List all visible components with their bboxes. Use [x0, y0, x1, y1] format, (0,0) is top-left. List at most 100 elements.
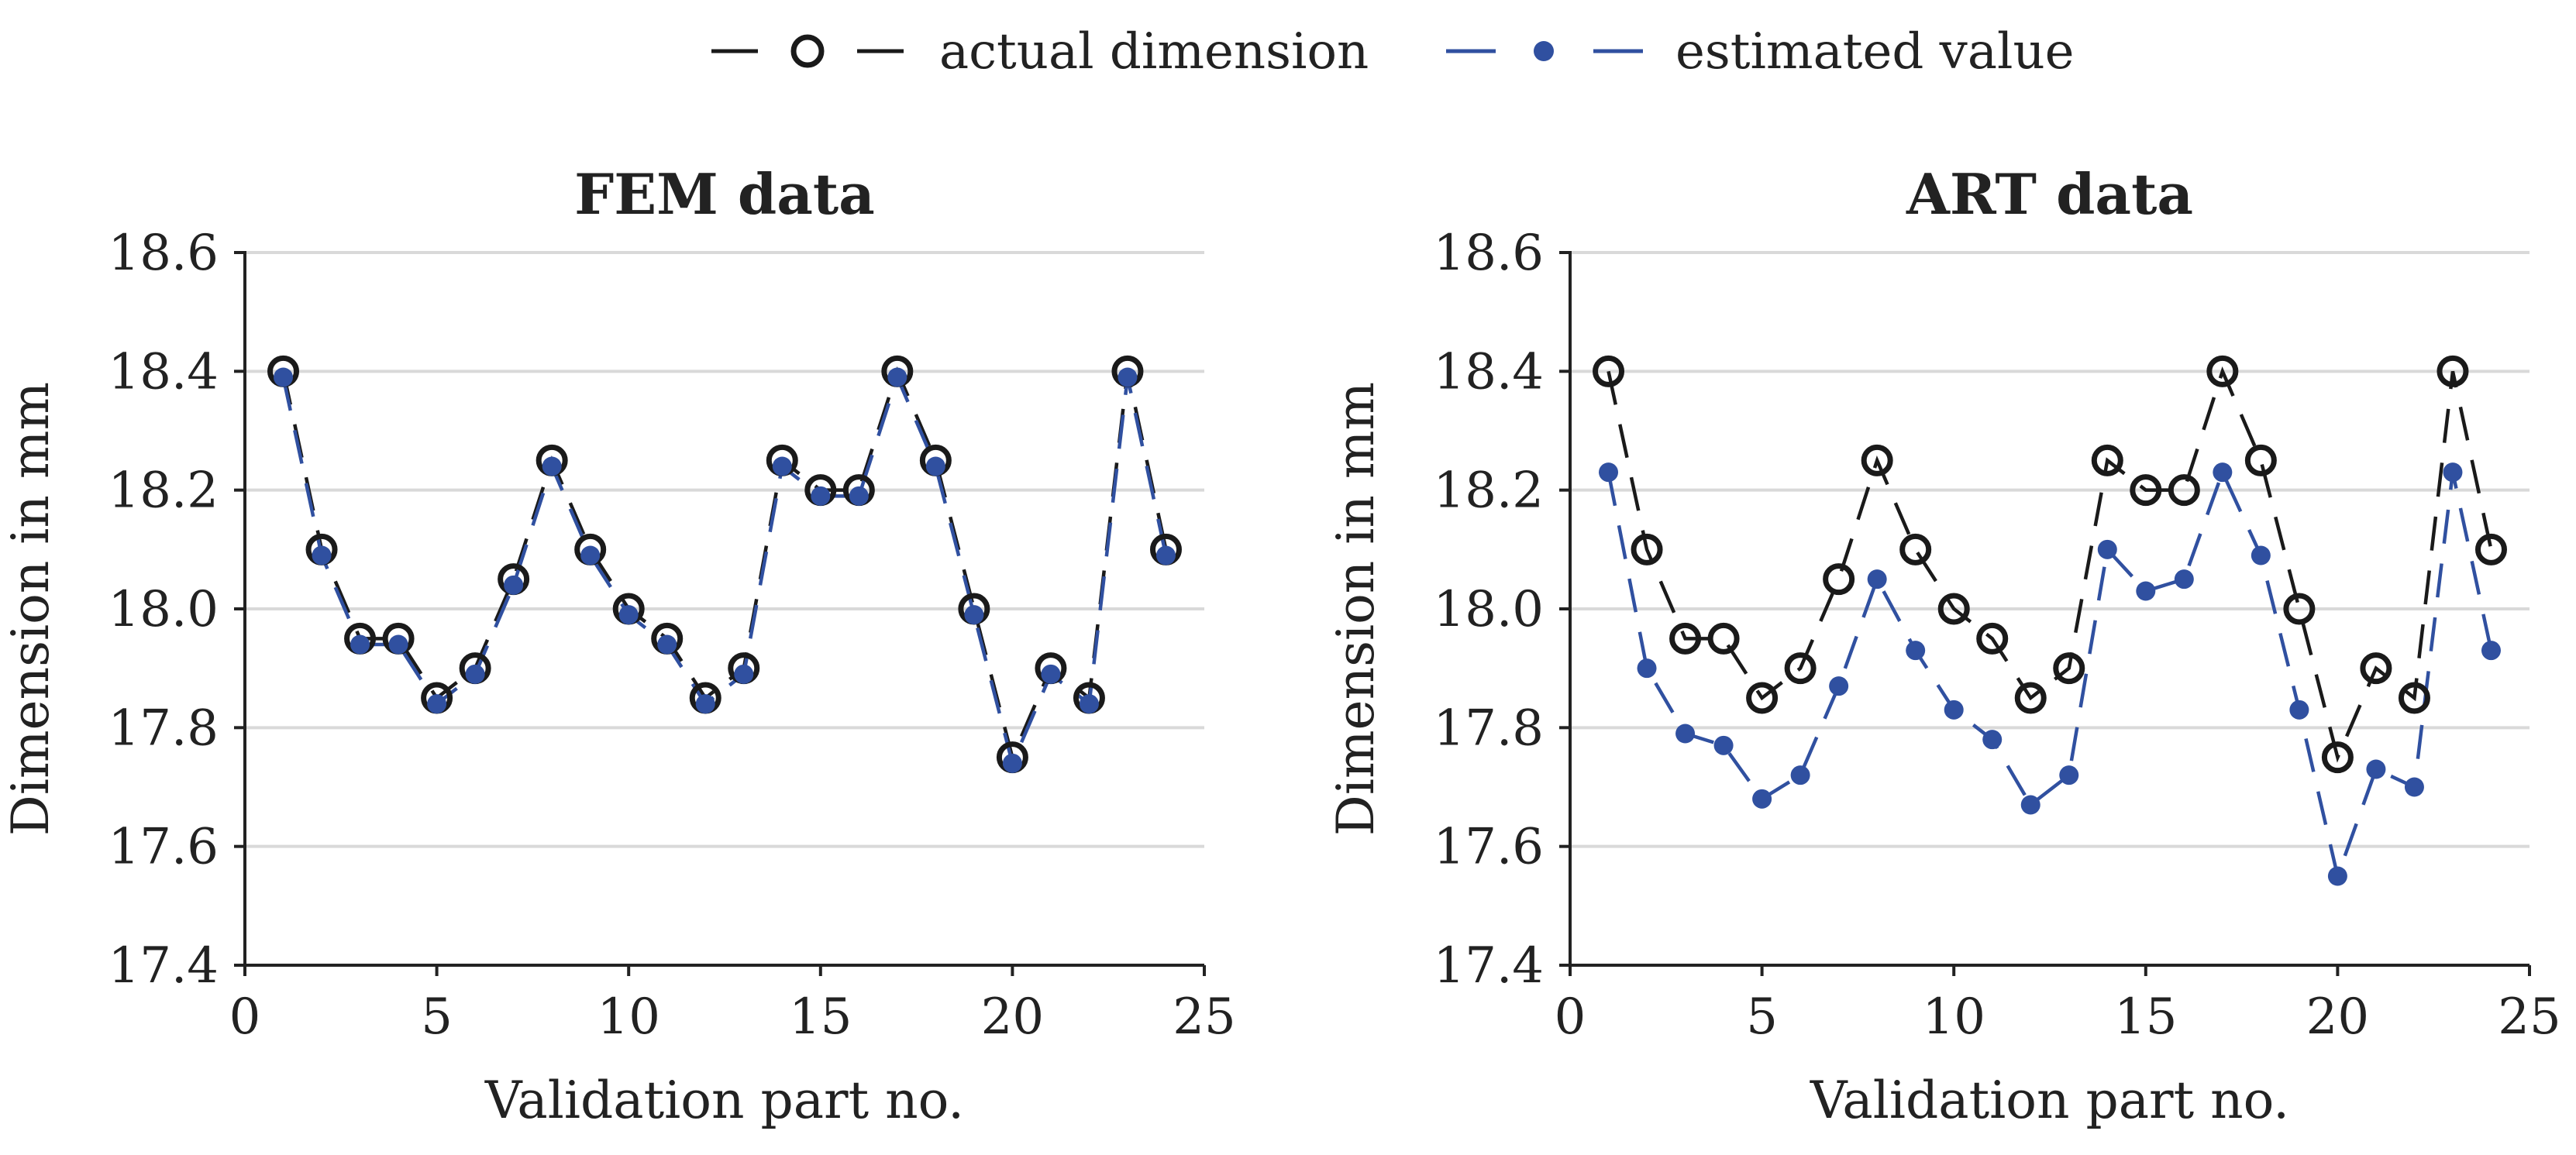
- fem-estimated-point-23: [1118, 367, 1138, 387]
- art-estimated-point-18: [2251, 545, 2271, 565]
- legend-estimated-label: estimated value: [1675, 23, 2075, 81]
- art-actual-point-15: [2130, 474, 2162, 507]
- fem-estimated-point-1: [274, 367, 294, 387]
- fem-estimated-point-17: [887, 367, 907, 387]
- art-estimated-point-2: [1637, 658, 1657, 679]
- art-y-tick-label-6: 18.6: [1434, 225, 1545, 282]
- art-actual-series-line: [1607, 366, 2493, 763]
- fem-actual-series-line: [281, 366, 1168, 763]
- art-y-axis-label: Dimension in mm: [1326, 382, 1386, 836]
- fem-y-tick-label-1: 17.6: [108, 819, 219, 876]
- fem-axes: [243, 251, 1204, 967]
- art-estimated-point-20: [2327, 866, 2347, 886]
- art-estimated-point-13: [2059, 765, 2079, 785]
- fem-y-tick-label-3: 18.0: [108, 581, 219, 638]
- art-estimated-point-6: [1790, 765, 1810, 785]
- fem-estimated-point-7: [504, 575, 524, 595]
- art-actual-point-23: [2437, 355, 2469, 387]
- fem-x-tick-label-1: 5: [421, 988, 453, 1046]
- fem-estimated-point-6: [465, 664, 485, 684]
- art-actual-point-19: [2283, 593, 2316, 625]
- fem-estimated-point-21: [1041, 664, 1061, 684]
- fem-estimated-point-20: [1002, 753, 1022, 773]
- art-y-tick-label-3: 18.0: [1434, 581, 1545, 638]
- fem-x-axis-label: Validation part no.: [484, 1071, 964, 1130]
- art-actual-point-20: [2321, 741, 2354, 774]
- art-axes: [1569, 251, 2530, 967]
- art-estimated-point-11: [1982, 730, 2003, 750]
- art-estimated-point-3: [1675, 724, 1696, 744]
- fem-estimated-point-18: [925, 456, 945, 476]
- art-y-tick-label-1: 17.6: [1434, 819, 1545, 876]
- art-estimated-point-10: [1944, 700, 1964, 720]
- art-actual-point-7: [1823, 563, 1855, 596]
- art-estimated-point-17: [2213, 462, 2233, 483]
- art-x-axis-label: Validation part no.: [1810, 1071, 2289, 1130]
- art-x-tick-label-1: 5: [1746, 988, 1778, 1046]
- art-y-tick-label-2: 17.8: [1434, 700, 1545, 757]
- art-estimated-point-14: [2097, 539, 2117, 559]
- fem-y-tick-label-6: 18.6: [108, 225, 219, 282]
- fem-x-tick-label-2: 10: [597, 988, 659, 1046]
- art-estimated-point-21: [2366, 759, 2386, 779]
- fem-x-tick-label-0: 0: [229, 988, 261, 1046]
- art-y-tick-label-0: 17.4: [1434, 937, 1545, 995]
- fem-estimated-point-14: [772, 456, 792, 476]
- art-actual-point-21: [2360, 652, 2392, 685]
- art-estimated-point-23: [2443, 462, 2463, 483]
- art-chart-title: ART data: [1906, 161, 2193, 227]
- fem-x-tick-label-4: 20: [981, 988, 1044, 1046]
- art-y-tick-label-5: 18.4: [1434, 343, 1545, 400]
- fem-estimated-point-24: [1155, 545, 1176, 565]
- fem-estimated-point-19: [964, 605, 984, 625]
- fem-estimated-point-15: [811, 486, 831, 506]
- art-x-tick-label-4: 20: [2306, 988, 2369, 1046]
- art-estimated-point-9: [1906, 641, 1926, 661]
- art-actual-point-1: [1593, 355, 1625, 387]
- legend-actual-marker: [790, 34, 825, 68]
- fem-y-tick-label-0: 17.4: [108, 937, 219, 995]
- art-actual-point-12: [2014, 682, 2047, 714]
- art-actual-point-22: [2398, 682, 2430, 714]
- art-x-tick-label-2: 10: [1922, 988, 1985, 1046]
- fem-chart-title: FEM data: [574, 161, 875, 227]
- fem-y-axis-label: Dimension in mm: [1, 382, 60, 836]
- art-estimated-point-16: [2174, 569, 2194, 590]
- art-estimated-point-1: [1599, 462, 1619, 483]
- art-actual-point-17: [2206, 355, 2239, 387]
- art-estimated-point-5: [1752, 789, 1772, 809]
- fem-x-tick-label-3: 15: [789, 988, 852, 1046]
- art-estimated-series-line: [1607, 467, 2493, 882]
- fem-y-tick-label-4: 18.2: [108, 462, 219, 520]
- fem-estimated-point-11: [657, 634, 677, 655]
- art-actual-point-8: [1861, 444, 1893, 476]
- fem-estimated-point-5: [427, 694, 447, 714]
- art-actual-point-14: [2091, 444, 2123, 476]
- art-estimated-point-24: [2481, 641, 2501, 661]
- fem-estimated-point-22: [1079, 694, 1099, 714]
- art-actual-point-24: [2474, 533, 2507, 565]
- chart-art: ART data 17.4 17.6 17.8 18.0 18.2 18.4 18.6 0 5 10…: [1326, 161, 2561, 1130]
- art-x-tick-label-0: 0: [1555, 988, 1586, 1046]
- art-actual-point-5: [1746, 682, 1779, 714]
- fem-estimated-point-12: [695, 694, 715, 714]
- art-estimated-point-22: [2404, 777, 2424, 797]
- fem-estimated-point-9: [580, 545, 601, 565]
- fem-y-tick-label-5: 18.4: [108, 343, 219, 400]
- art-actual-point-9: [1899, 533, 1932, 565]
- art-estimated-point-12: [2020, 795, 2040, 815]
- fem-estimated-point-16: [849, 486, 869, 506]
- art-estimated-point-7: [1829, 676, 1849, 696]
- fem-estimated-point-10: [618, 605, 639, 625]
- fem-x-tick-label-5: 25: [1173, 988, 1235, 1046]
- art-actual-point-10: [1937, 593, 1970, 625]
- fem-estimated-point-4: [388, 634, 408, 655]
- art-x-tick-label-5: 25: [2498, 988, 2561, 1046]
- art-actual-point-3: [1669, 622, 1702, 655]
- art-estimated-point-19: [2289, 700, 2309, 720]
- chart-fem: FEM data 17.4 17.6 17.8 18.0 18.2 18.4 18.6 0 5 10…: [1, 161, 1236, 1130]
- legend: actual dimension estimated value: [711, 23, 2075, 81]
- art-y-tick-label-4: 18.2: [1434, 462, 1545, 520]
- art-actual-point-4: [1707, 622, 1740, 655]
